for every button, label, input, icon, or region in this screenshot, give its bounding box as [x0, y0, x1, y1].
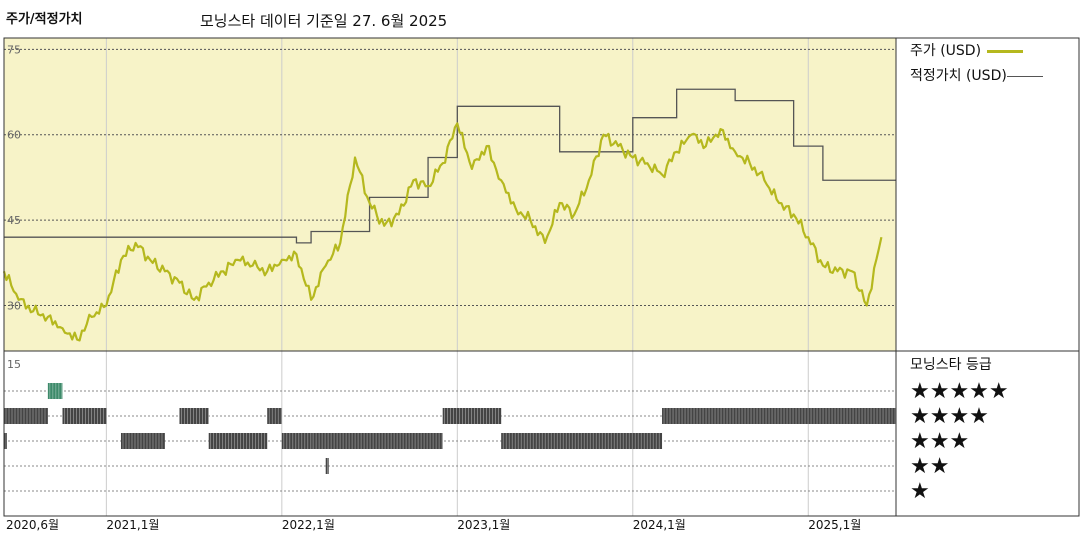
rating-bar-fill	[325, 458, 329, 474]
x-tick-label: 2025,1월	[808, 518, 861, 532]
rating-bar-3-stars	[208, 433, 268, 449]
rating-bar-fill	[281, 433, 312, 449]
x-tick-labels: 2020,6월 2021,1월 2022,1월 2023,1월 2024,1월 2025,…	[6, 518, 861, 532]
x-tick-label: 2024,1월	[633, 518, 686, 532]
rating-title: 모닝스타 등급	[910, 357, 992, 373]
y-tick-label: 45	[7, 214, 21, 227]
legend-fair-value: 적정가치 (USD)	[910, 65, 1043, 85]
x-tick-label: 2022,1월	[282, 518, 335, 532]
y-tick-label: 60	[7, 129, 21, 142]
legend-fair-swatch	[1006, 75, 1043, 77]
rating-bar-3-stars	[501, 433, 663, 449]
legend-price-swatch	[987, 49, 1024, 53]
y-tick-label: 15	[7, 358, 21, 371]
rating-bar-4-stars	[662, 408, 896, 424]
price-series	[2, 122, 883, 342]
rating-history	[4, 383, 896, 474]
fair-value-series	[4, 88, 896, 244]
rating-bar-4-stars	[179, 408, 209, 424]
x-tick-label: 2021,1월	[106, 518, 159, 532]
rating-bar-fill	[4, 408, 48, 424]
rating-bar-4-stars	[62, 408, 107, 424]
rating-bar-fill	[179, 408, 209, 424]
rating-bar-3-stars	[120, 433, 165, 449]
rating-4-stars: ★★★★	[910, 404, 989, 429]
rating-5-stars: ★★★★★	[910, 379, 1009, 404]
x-tick-label: 2023,1월	[457, 518, 510, 532]
rating-bar-fill	[311, 433, 443, 449]
legend-price: 주가 (USD)	[910, 40, 1024, 60]
x-tick-label: 2020,6월	[6, 518, 59, 532]
legend-fair-label: 적정가치 (USD)	[910, 68, 1007, 84]
rating-bar-4-stars	[442, 408, 502, 424]
chart-backgrounds	[4, 38, 896, 351]
rating-bar-4-stars	[267, 408, 282, 424]
outer-frame	[3, 37, 1080, 517]
y-tick-label: 75	[7, 43, 21, 56]
rating-1-star: ★	[910, 479, 930, 504]
rating-bar-fill	[62, 408, 107, 424]
rating-bar-fill	[4, 433, 7, 449]
rating-bar-5-stars	[47, 383, 63, 399]
y-tick-label: 30	[7, 299, 21, 312]
chart-title: 주가/적정가치	[6, 12, 83, 27]
rating-bar-2-stars	[325, 458, 329, 474]
chart-frame	[3, 37, 1080, 517]
fair-value-line	[4, 88, 896, 244]
rating-2-stars: ★★	[910, 454, 950, 479]
rating-bar-4-stars	[4, 408, 48, 424]
rating-bar-fill	[662, 408, 896, 424]
rating-3-stars: ★★★	[910, 429, 970, 454]
rating-bar-fill	[501, 433, 663, 449]
price-plot-background	[4, 38, 896, 351]
chart-subtitle: 모닝스타 데이터 기준일 27. 6월 2025	[200, 12, 448, 30]
rating-bar-fill	[120, 433, 165, 449]
rating-bar-3-stars	[4, 433, 7, 449]
y-tick-labels: 30 45 60 75 15	[7, 43, 21, 371]
legend-price-label: 주가 (USD)	[910, 43, 982, 59]
rating-bar-3-stars	[281, 433, 312, 449]
rating-bar-3-stars	[311, 433, 443, 449]
